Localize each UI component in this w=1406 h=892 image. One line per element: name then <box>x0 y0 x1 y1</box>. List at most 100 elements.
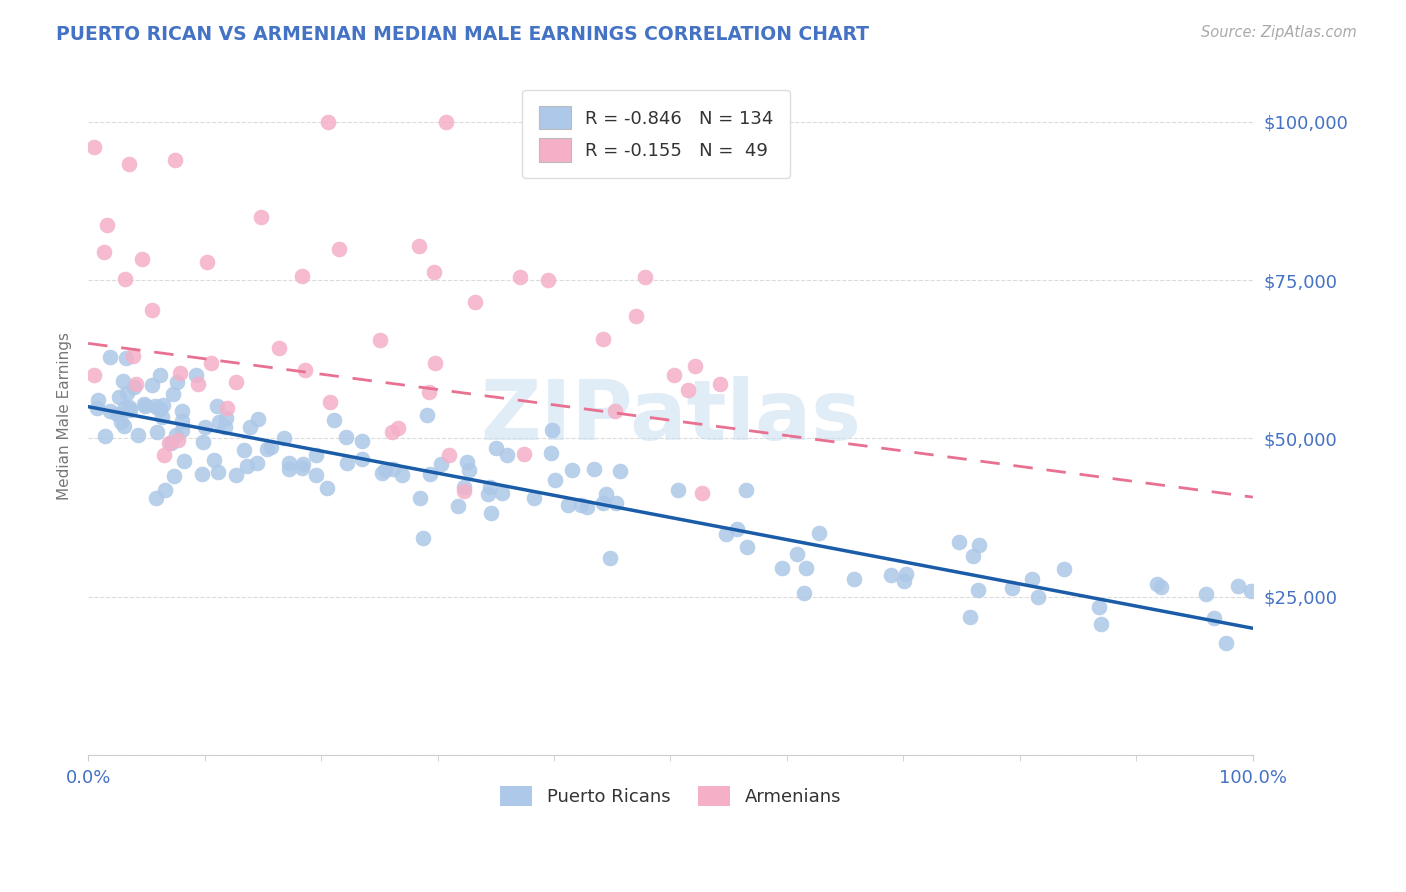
Point <box>1146 576 1168 591</box>
Point <box>537 272 560 286</box>
Point <box>134 399 156 413</box>
Point <box>250 210 273 224</box>
Point <box>246 456 269 470</box>
Point <box>842 572 865 586</box>
Point <box>880 568 903 582</box>
Point <box>491 486 513 500</box>
Point <box>893 574 915 588</box>
Point <box>676 383 699 397</box>
Point <box>415 408 437 422</box>
Point <box>513 448 536 462</box>
Point <box>544 473 567 487</box>
Point <box>184 368 207 382</box>
Point <box>391 468 413 483</box>
Point <box>195 255 218 269</box>
Point <box>959 609 981 624</box>
Point <box>294 362 316 376</box>
Point <box>125 376 148 391</box>
Point <box>207 399 229 413</box>
Point <box>305 468 328 483</box>
Point <box>115 385 138 400</box>
Point <box>96 218 118 232</box>
Point <box>134 397 156 411</box>
Point <box>319 395 342 409</box>
Point <box>725 522 748 536</box>
Legend: Puerto Ricans, Armenians: Puerto Ricans, Armenians <box>492 779 848 814</box>
Point <box>323 413 346 427</box>
Point <box>485 441 508 455</box>
Point <box>114 401 136 415</box>
Point <box>374 463 396 477</box>
Point <box>124 380 146 394</box>
Point <box>605 496 627 510</box>
Point <box>335 456 357 470</box>
Point <box>683 359 706 374</box>
Point <box>575 500 598 515</box>
Point <box>83 140 105 154</box>
Point <box>599 551 621 566</box>
Point <box>117 400 139 414</box>
Point <box>709 376 731 391</box>
Point <box>603 404 626 418</box>
Point <box>149 368 172 382</box>
Point <box>666 483 689 497</box>
Point <box>165 428 187 442</box>
Point <box>1202 611 1225 625</box>
Point <box>162 387 184 401</box>
Point <box>479 506 502 520</box>
Point <box>1195 587 1218 601</box>
Point <box>1215 636 1237 650</box>
Point <box>318 115 340 129</box>
Point <box>170 414 193 428</box>
Point <box>202 452 225 467</box>
Point <box>233 442 256 457</box>
Point <box>277 456 299 470</box>
Point <box>479 480 502 494</box>
Point <box>1150 580 1173 594</box>
Point <box>967 538 990 552</box>
Point <box>523 491 546 505</box>
Point <box>793 586 815 600</box>
Point <box>1226 578 1249 592</box>
Point <box>894 567 917 582</box>
Point <box>153 448 176 462</box>
Point <box>131 252 153 266</box>
Point <box>328 242 350 256</box>
Point <box>127 427 149 442</box>
Point <box>315 481 337 495</box>
Point <box>305 448 328 462</box>
Point <box>495 448 517 462</box>
Point <box>105 407 128 421</box>
Point <box>98 404 121 418</box>
Text: Source: ZipAtlas.com: Source: ZipAtlas.com <box>1201 25 1357 40</box>
Point <box>150 409 173 424</box>
Point <box>163 153 186 168</box>
Point <box>609 464 631 478</box>
Point <box>541 423 564 437</box>
Point <box>160 435 183 450</box>
Point <box>1021 573 1043 587</box>
Point <box>962 549 984 564</box>
Point <box>269 341 291 355</box>
Point <box>464 294 486 309</box>
Point <box>86 401 108 415</box>
Point <box>770 561 793 575</box>
Point <box>291 268 314 283</box>
Point <box>83 368 105 383</box>
Point <box>583 462 606 476</box>
Point <box>173 454 195 468</box>
Point <box>247 411 270 425</box>
Point <box>153 483 176 498</box>
Point <box>381 425 404 440</box>
Text: ZIPatlas: ZIPatlas <box>479 376 860 457</box>
Point <box>277 462 299 476</box>
Point <box>436 115 458 129</box>
Point <box>381 461 404 475</box>
Point <box>807 526 830 541</box>
Point <box>169 366 191 380</box>
Point <box>98 351 121 365</box>
Point <box>540 446 562 460</box>
Point <box>146 401 169 415</box>
Point <box>157 436 180 450</box>
Point <box>412 532 434 546</box>
